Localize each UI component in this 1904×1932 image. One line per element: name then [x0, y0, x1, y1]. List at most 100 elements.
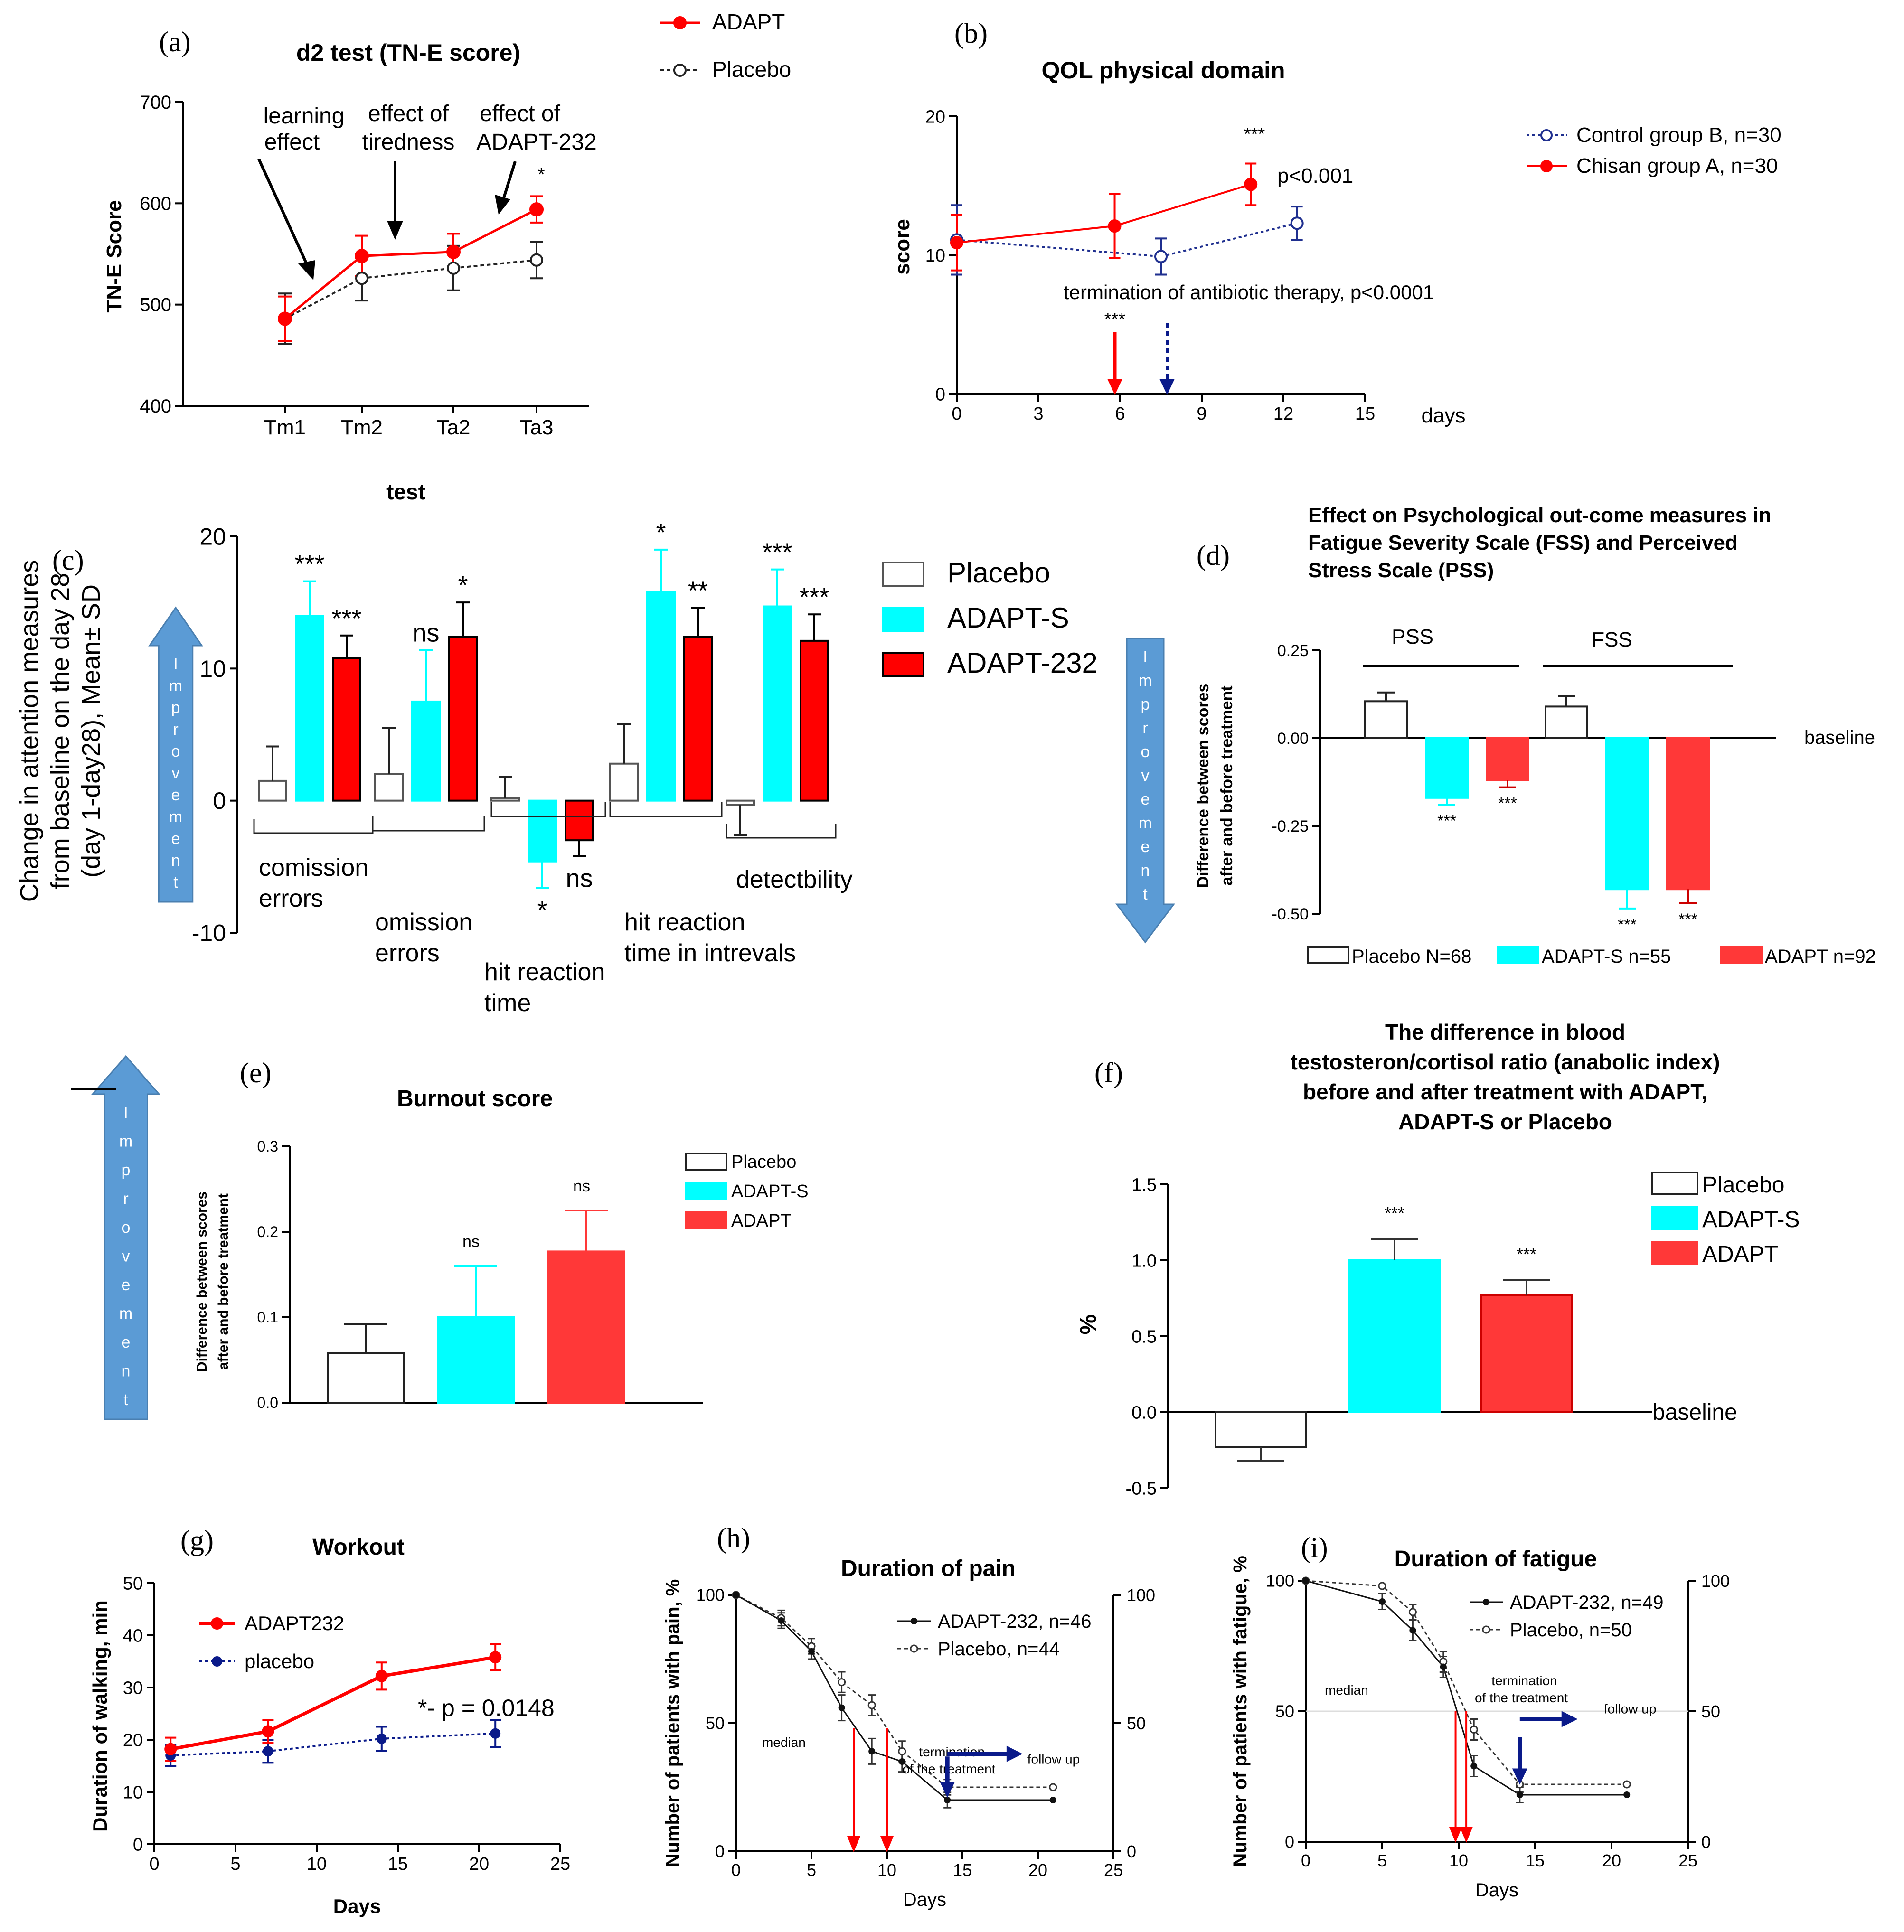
termination-arrow-head-i — [1512, 1768, 1527, 1785]
improvement-arrow-c-letter: m — [169, 677, 182, 695]
y-axis-e-tick-label: 0.2 — [257, 1223, 278, 1240]
bar-d — [1364, 700, 1408, 740]
x-axis-i-tick-label: 10 — [1449, 1851, 1468, 1870]
bar-e — [437, 1316, 515, 1404]
panel-label-f: (f) — [1094, 1057, 1123, 1088]
legend-swatch-d — [1497, 946, 1539, 964]
y-label-c: (day 1-day28), Mean± SD — [77, 584, 105, 878]
sig-label-d: *** — [1678, 910, 1697, 928]
point-adapt-h — [808, 1648, 815, 1655]
y-axis-d-tick-label: 0.25 — [1277, 642, 1309, 660]
series-line-chisan-b — [956, 183, 1251, 244]
y-axis-f-tick-label: 1.5 — [1131, 1175, 1157, 1195]
improvement-arrow-c-letter: I — [173, 655, 178, 673]
y-axis-left-h-tick-label: 100 — [696, 1585, 725, 1605]
y-axis-g-tick-label: 10 — [123, 1782, 143, 1802]
y-axis-b-tick-label: 20 — [925, 107, 945, 127]
title-h: Duration of pain — [841, 1556, 1016, 1581]
point-adapt-g — [489, 1651, 502, 1664]
x-axis-i-tick-label: 15 — [1526, 1851, 1545, 1870]
category-bracket-c — [253, 819, 374, 834]
bar-c — [411, 700, 441, 802]
legend-label-d: ADAPT-S n=55 — [1542, 946, 1671, 967]
improvement-arrow-c-letter: o — [171, 742, 180, 760]
point-adapt-i — [1440, 1663, 1447, 1670]
legend-marker-adapt-g — [211, 1617, 223, 1630]
annotation-arrow-a — [502, 161, 517, 200]
x-axis-h-tick-label: 25 — [1104, 1860, 1123, 1880]
y-axis-right-tick-label-h: 50 — [1127, 1714, 1146, 1733]
annotation-b: p<0.001 — [1277, 164, 1353, 188]
y-axis-g-tick-label: 20 — [123, 1730, 143, 1750]
point-placebo-h — [838, 1678, 846, 1687]
improvement-arrow-d-letter: r — [1142, 719, 1148, 737]
improvement-arrow-d-letter: v — [1141, 767, 1150, 785]
y-axis-left-i-tick-label: 100 — [1266, 1571, 1294, 1591]
point-placebo-a — [355, 272, 368, 285]
median-arrow-head-i — [1460, 1827, 1473, 1843]
improvement-arrow-e-letter: e — [122, 1276, 131, 1294]
legend-swatch-c — [882, 607, 924, 632]
y-label-e: after and before treatment — [216, 1193, 231, 1370]
y-axis-right-tick-label-i: 0 — [1701, 1832, 1711, 1852]
x-axis-i-tick-label: 25 — [1678, 1851, 1697, 1870]
bar-c — [490, 797, 520, 802]
bar-c — [683, 636, 713, 802]
point-placebo-i — [1622, 1780, 1631, 1789]
annotation-a: effect — [264, 130, 320, 155]
bar-c — [258, 779, 287, 802]
point-adapt-h — [733, 1592, 739, 1598]
category-bracket-c — [609, 802, 723, 817]
y-axis-d-tick-label: 0.00 — [1277, 730, 1309, 748]
x-axis-h-tick-label: 0 — [731, 1860, 741, 1880]
termination-label-i: termination — [1491, 1673, 1557, 1688]
point-adapt-g — [262, 1725, 274, 1738]
x-axis-b-tick-label: 12 — [1273, 404, 1293, 424]
legend-marker-placebo-h — [910, 1644, 918, 1653]
category-label-d: FSS — [1592, 628, 1632, 651]
panel-label-b: (b) — [954, 18, 988, 49]
bar-c — [763, 605, 792, 802]
legend-marker-adapt-h — [911, 1618, 917, 1624]
legend-marker-adapt-i — [1483, 1599, 1489, 1605]
sig-label-e: ns — [573, 1177, 590, 1195]
legend-label-e: Placebo — [731, 1152, 796, 1172]
x-axis-a-tick-label: Ta3 — [520, 416, 554, 439]
annotation-arrow-head-a — [298, 260, 315, 280]
legend-label-f: Placebo — [1702, 1172, 1784, 1198]
sig-label-c: ns — [566, 864, 593, 893]
bar-d — [1666, 737, 1710, 891]
improvement-arrow-d-letter: p — [1141, 695, 1150, 713]
x-axis-b-tick-label: 0 — [952, 404, 961, 424]
point-placebo-g — [376, 1733, 387, 1744]
y-axis-f-tick-label: 1.0 — [1131, 1251, 1157, 1271]
y-axis-right-tick-label-i: 100 — [1701, 1571, 1730, 1591]
bar-d — [1545, 705, 1588, 740]
point-placebo-h — [898, 1747, 906, 1755]
bar-c — [800, 639, 829, 802]
y-axis-e-tick-label: 0.1 — [257, 1309, 278, 1326]
y-label-d: after and before treatment — [1218, 685, 1236, 885]
x-axis-g-tick-label: 5 — [230, 1854, 240, 1874]
improvement-arrow-e-letter: I — [123, 1104, 128, 1122]
followup-label-h: follow up — [1027, 1752, 1080, 1767]
improvement-arrow-c-letter: r — [173, 721, 178, 739]
title-f: The difference in blood — [1385, 1020, 1625, 1044]
legend-label-adapt-i: ADAPT-232, n=49 — [1510, 1592, 1664, 1613]
y-axis-f-tick-label: 0.5 — [1131, 1327, 1157, 1347]
y-axis-a-tick-label: 400 — [140, 396, 171, 417]
legend-swatch-f — [1651, 1206, 1698, 1230]
y-axis-left-h-tick-label: 0 — [715, 1842, 725, 1861]
y-axis-g-tick-label: 50 — [123, 1574, 143, 1594]
category-label-c: hit reaction — [484, 958, 605, 986]
x-axis-h-tick-label: 15 — [953, 1860, 972, 1880]
legend-swatch-c — [882, 562, 924, 587]
improvement-arrow-e — [91, 1055, 161, 1420]
annotation-b: termination of antibiotic therapy, p<0.0… — [1064, 281, 1434, 303]
y-label-d: Difference between scores — [1194, 684, 1212, 888]
bar-c — [374, 773, 404, 802]
sig-label-c: *** — [762, 538, 792, 567]
y-label-b: score — [891, 219, 914, 274]
sig-label-c: *** — [331, 604, 361, 633]
legend-marker-placebo-i — [1482, 1625, 1490, 1634]
